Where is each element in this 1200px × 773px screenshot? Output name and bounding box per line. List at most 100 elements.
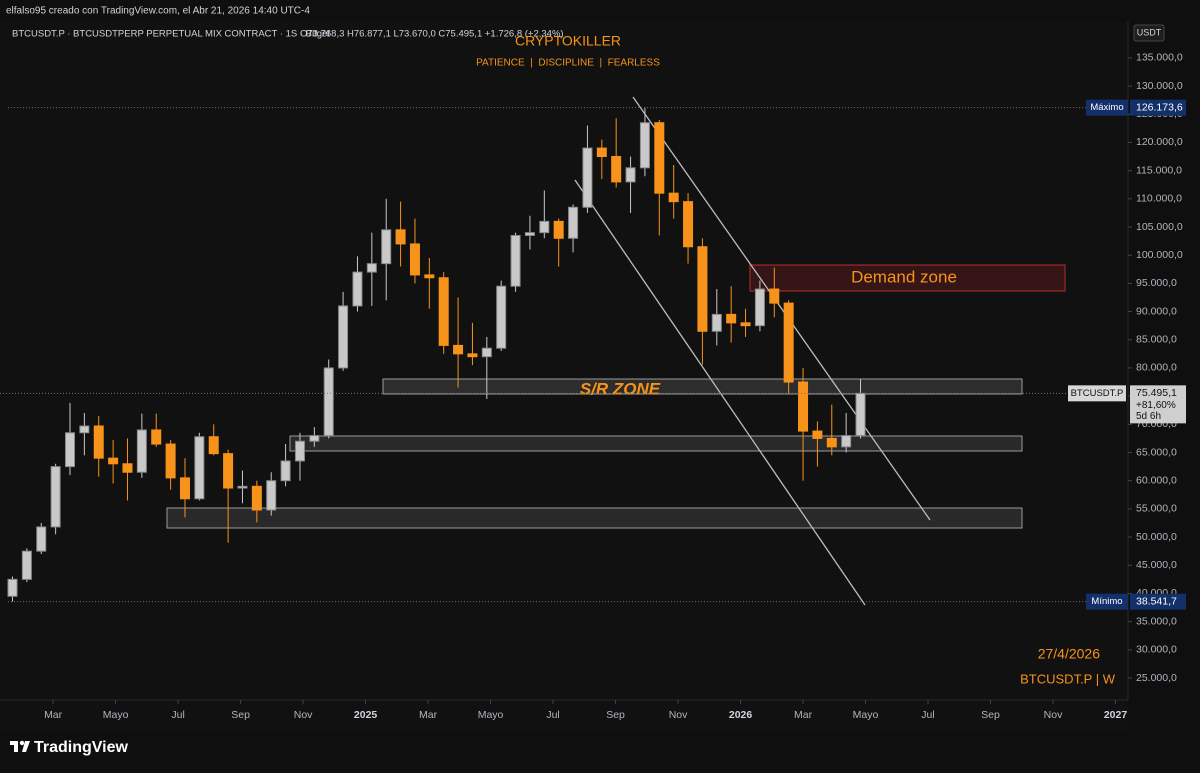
last-price-box [1130,385,1186,424]
currency-box [1133,24,1165,42]
symbol: BTCUSDT.P · BTCUSDTPERP PERPETUAL MIX CO… [12,29,330,40]
candle-body [568,206,579,239]
candle-body [740,322,751,327]
x-tick-label: Jul [171,709,184,721]
x-tick-label: 2025 [354,709,378,721]
candle-body [711,313,722,332]
candle-body [208,436,219,455]
x-tick-label: 2026 [729,709,753,721]
y-tick-label: 55.000,0 [1136,503,1177,515]
x-tick-label: Sep [606,709,625,721]
candle-body [64,432,75,468]
x-tick-label: 2027 [1104,709,1128,721]
x-tick-label: Mar [794,709,813,721]
candle-body [769,288,780,304]
candle-body [151,429,162,445]
candle-body [108,457,119,465]
x-tick-label: Mar [44,709,63,721]
demand-zone [749,264,1066,292]
channel-line [574,179,866,606]
subtitle: PATIENCE | DISCIPLINE | FEARLESS [476,58,660,69]
x-tick-label: Nov [294,709,313,721]
logo [19,740,25,746]
marker-name: Mínimo [1091,596,1122,607]
candle-body [639,122,650,169]
candle-body [582,147,593,208]
y-tick-label: 85.000,0 [1136,334,1177,346]
candle-body [352,271,363,307]
candle-body [453,344,464,355]
candle-body [510,234,521,287]
y-tick-label: 65.000,0 [1136,446,1177,458]
y-tick-label: 115.000,0 [1136,164,1182,176]
y-tick-label: 120.000,0 [1136,136,1183,148]
candle-body [409,243,420,276]
candle-body [381,229,392,265]
candle-body [194,436,205,500]
logo [22,741,30,752]
last-price-value: 75.495,1 [1136,387,1177,399]
x-tick-label: Jul [921,709,934,721]
marker-tag [1086,99,1128,116]
ohlc: O73.768,3 H76.877,1 L73.670,0 C75.495,1 … [300,29,564,40]
candle-body [179,477,190,500]
marker-value: 126.173,6 [1136,101,1183,113]
candle-body [625,167,636,183]
candle-body [79,425,90,434]
y-tick-label: 110.000,0 [1136,193,1182,205]
candle-body [395,229,406,245]
candle-body [21,550,32,580]
brand: TradingView [10,739,129,756]
candle-body [424,274,435,279]
candle-body [251,485,262,511]
candle-body [467,353,478,358]
y-tick-label: 25.000,0 [1136,672,1177,684]
candle-body [237,485,248,489]
annotation: 27/4/2026 [1038,646,1100,662]
candle-body [539,220,550,234]
plot-area [0,22,1128,732]
annotation: S/R ZONE [580,379,661,398]
candle-body [165,443,176,479]
currency: USDT [1137,27,1162,37]
candle-body [438,277,449,346]
candle-body [611,156,622,183]
channel-line [632,96,931,521]
x-tick-label: Mar [419,709,438,721]
x-tick-label: Sep [981,709,1000,721]
last-price-change: +81,60% [1136,400,1176,411]
last-price-countdown: 5d 6h [1136,411,1161,422]
x-tick-label: Nov [1044,709,1063,721]
x-tick-label: Mayo [478,709,504,721]
x-tick-label: Mayo [103,709,129,721]
marker-value: 38.541,7 [1136,595,1177,607]
y-tick-label: 100.000,0 [1136,249,1183,261]
y-tick-label: 50.000,0 [1136,531,1177,543]
candle-body [323,367,334,437]
candle-body [855,392,866,437]
y-tick-label: 135.000,0 [1136,52,1183,64]
support-zone [166,507,1023,529]
candle-body [93,425,104,459]
y-tick-label: 60.000,0 [1136,474,1177,486]
y-tick-label: 105.000,0 [1136,221,1183,233]
x-tick-label: Mayo [853,709,879,721]
candle-body [280,460,291,482]
candle-body [798,381,809,432]
marker-value-tag [1130,99,1186,116]
candle-body [338,305,349,369]
candle-body [783,302,794,383]
marker-value-tag [1130,593,1186,610]
candle-body [50,466,61,528]
candle-body [654,122,665,194]
marker-tag [1086,593,1128,610]
candle-body [524,232,535,236]
y-tick-label: 30.000,0 [1136,644,1177,656]
y-tick-label: 95.000,0 [1136,277,1177,289]
caption: elfalso95 creado con TradingView.com, el… [6,6,310,17]
y-tick-label: 80.000,0 [1136,362,1177,374]
candle-body [826,437,837,448]
candle-body [754,288,765,327]
